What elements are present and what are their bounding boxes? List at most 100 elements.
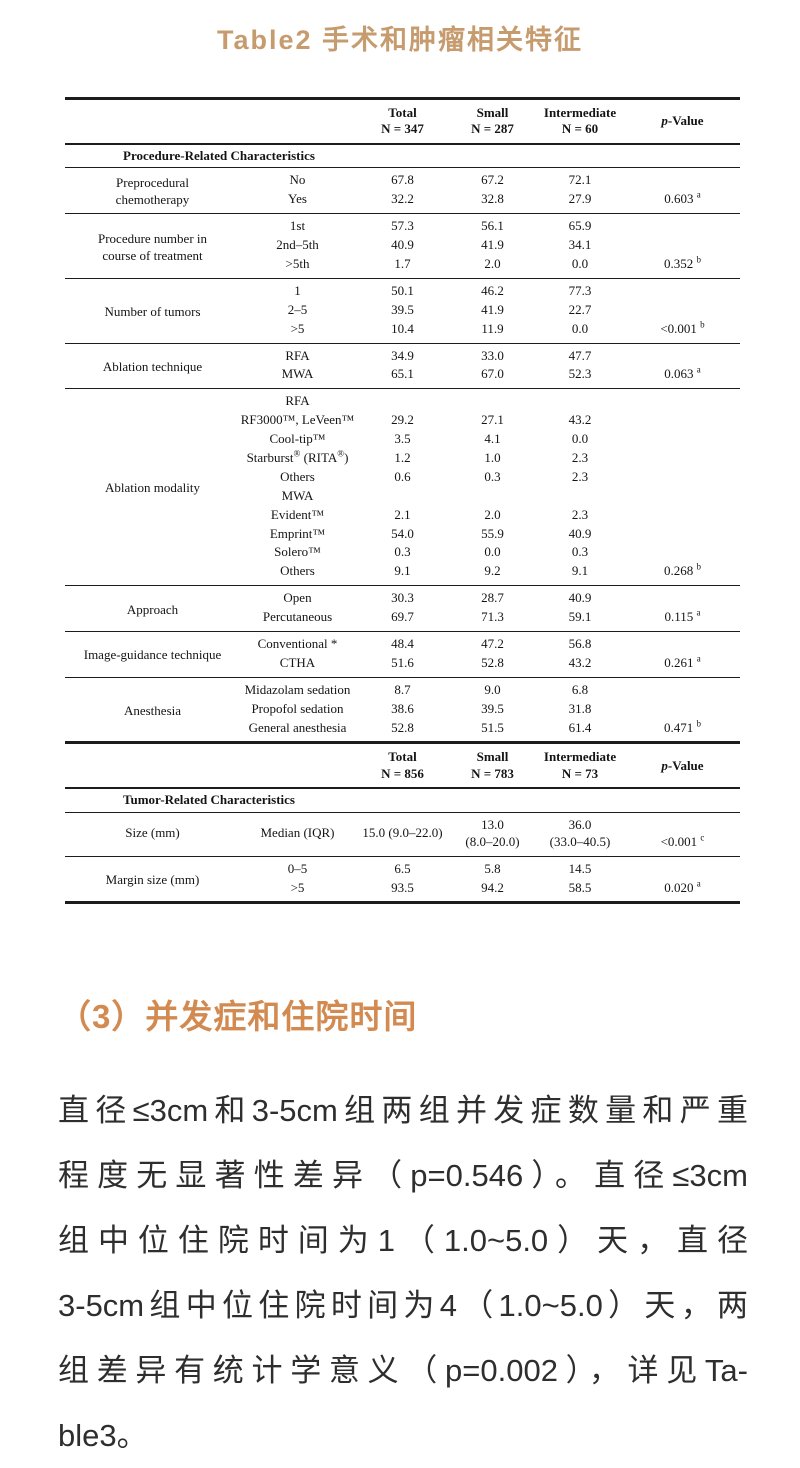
sub-label-cell: 1st xyxy=(289,218,306,234)
value-cell: 57.3 xyxy=(391,218,414,234)
value-cell: 31.8 xyxy=(568,700,592,716)
value-cell: 93.5 xyxy=(391,879,414,895)
value-cell xyxy=(535,389,625,411)
column-header-cell: Small N = 783 xyxy=(471,749,514,781)
value-cell: 2.1 xyxy=(394,506,411,522)
sub-label-cell: RFA xyxy=(285,393,310,409)
value-cell: 69.7 xyxy=(391,609,414,625)
p-value-cell: 0.261 a xyxy=(664,653,701,670)
value-cell: 47.2 xyxy=(481,635,504,651)
sub-label-cell: MWA xyxy=(281,366,314,382)
value-cell: 77.3 xyxy=(568,282,592,298)
value-cell: 30.3 xyxy=(391,590,414,606)
value-cell: 22.7 xyxy=(568,301,592,317)
value-cell: 40.9 xyxy=(568,525,592,541)
value-cell: 71.3 xyxy=(481,609,504,625)
sub-label-cell: >5 xyxy=(290,320,305,336)
value-cell: 39.5 xyxy=(481,700,504,716)
sub-label-cell: Propofol sedation xyxy=(251,700,344,716)
sub-label-cell: Solero™ xyxy=(274,544,321,560)
table-title: Table2 手术和肿瘤相关特征 xyxy=(216,25,584,55)
value-cell: 0.6 xyxy=(394,468,411,484)
category-cell: Margin size (mm) xyxy=(105,872,200,888)
value-cell xyxy=(355,389,450,411)
value-cell: 43.2 xyxy=(568,412,592,428)
characteristics-table: Total N = 347 Small N = 287 Intermediate N = … xyxy=(65,97,740,905)
value-cell: 48.4 xyxy=(391,635,414,651)
p-value-cell: <0.001 b xyxy=(660,319,705,336)
category-cell: Image-guidance technique xyxy=(83,647,222,663)
sub-label-cell: General anesthesia xyxy=(248,719,347,735)
paragraph-line: 组中位住院时间为1（1.0~5.0）天，直径 xyxy=(58,1223,748,1259)
value-cell: 52.8 xyxy=(391,719,414,735)
sub-label-cell: Open xyxy=(283,590,312,606)
value-cell: 0.0 xyxy=(571,255,589,271)
value-cell: 27.9 xyxy=(568,191,592,207)
p-value-cell: 0.063 a xyxy=(664,365,701,382)
value-cell: 41.9 xyxy=(481,237,504,253)
column-header-cell: Total N = 347 xyxy=(381,105,424,137)
sub-label-cell: 0–5 xyxy=(287,860,308,876)
value-cell: 40.9 xyxy=(568,590,592,606)
value-cell: 47.7 xyxy=(568,347,592,363)
section-title-cell: Procedure-Related Characteristics xyxy=(123,147,315,163)
value-cell: 9.1 xyxy=(571,563,589,579)
value-cell xyxy=(535,487,625,506)
sub-label-cell: Evident™ xyxy=(270,506,325,522)
value-cell: 51.5 xyxy=(481,719,504,735)
value-cell: 51.6 xyxy=(391,654,414,670)
category-cell: Size (mm) xyxy=(125,825,180,841)
header-spacer-cell xyxy=(65,99,355,144)
category-cell: Anesthesia xyxy=(123,702,182,718)
value-cell: 34.1 xyxy=(568,237,592,253)
p-value-cell: 0.352 b xyxy=(664,254,701,271)
sub-label-cell: No xyxy=(289,172,306,188)
value-cell: 28.7 xyxy=(481,590,504,606)
value-cell: 55.9 xyxy=(481,525,504,541)
value-cell: 2.0 xyxy=(484,506,501,522)
header-spacer-cell xyxy=(65,743,355,788)
value-cell: 27.1 xyxy=(481,412,504,428)
value-cell: 67.0 xyxy=(481,366,504,382)
value-cell: 67.8 xyxy=(391,172,414,188)
column-header-cell: Intermediate N = 60 xyxy=(543,105,617,137)
value-cell: 72.1 xyxy=(568,172,592,188)
value-cell: 67.2 xyxy=(481,172,504,188)
sub-label-cell: >5 xyxy=(290,879,305,895)
value-cell: 8.7 xyxy=(394,681,411,697)
value-cell: 32.2 xyxy=(391,191,414,207)
sub-label-cell: RFA xyxy=(285,347,310,363)
value-cell: 0.3 xyxy=(394,544,411,560)
value-cell: 34.9 xyxy=(391,347,414,363)
sub-label-cell: MWA xyxy=(281,487,314,503)
value-cell: 40.9 xyxy=(391,237,414,253)
value-cell: 52.8 xyxy=(481,654,504,670)
value-cell: 46.2 xyxy=(481,282,504,298)
value-cell: 0.3 xyxy=(484,468,501,484)
value-cell: 38.6 xyxy=(391,700,414,716)
column-header-cell: Total N = 856 xyxy=(381,749,424,781)
value-cell: 56.1 xyxy=(481,218,504,234)
paragraph-line: 3-5cm组中位住院时间为4（1.0~5.0）天，两 xyxy=(58,1288,748,1324)
value-cell: 33.0 xyxy=(481,347,504,363)
category-cell: Procedure number in course of treatment xyxy=(97,230,208,263)
p-value-header-cell: p-Value xyxy=(661,113,704,129)
category-cell: Approach xyxy=(126,601,179,617)
value-cell: 59.1 xyxy=(568,609,592,625)
value-cell: 36.0 (33.0–40.5) xyxy=(549,816,611,849)
value-cell: 2.3 xyxy=(571,449,589,465)
value-cell: 1.2 xyxy=(394,449,411,465)
value-cell: 4.1 xyxy=(484,431,501,447)
sub-label-cell: Midazolam sedation xyxy=(244,681,351,697)
value-cell: 1.7 xyxy=(394,255,411,271)
value-cell: 11.9 xyxy=(481,320,504,336)
paragraph-line: 直径≤3cm和3-5cm组两组并发症数量和严重 xyxy=(58,1093,748,1129)
value-cell: 9.0 xyxy=(484,681,501,697)
value-cell: 65.1 xyxy=(391,366,414,382)
value-cell xyxy=(450,487,535,506)
value-cell: 41.9 xyxy=(481,301,504,317)
sub-label-cell: Yes xyxy=(288,191,307,207)
value-cell: 0.3 xyxy=(571,544,589,560)
p-value-cell: 0.471 b xyxy=(664,718,701,735)
sub-label-cell: Starburst® (RITA®) xyxy=(246,448,349,465)
